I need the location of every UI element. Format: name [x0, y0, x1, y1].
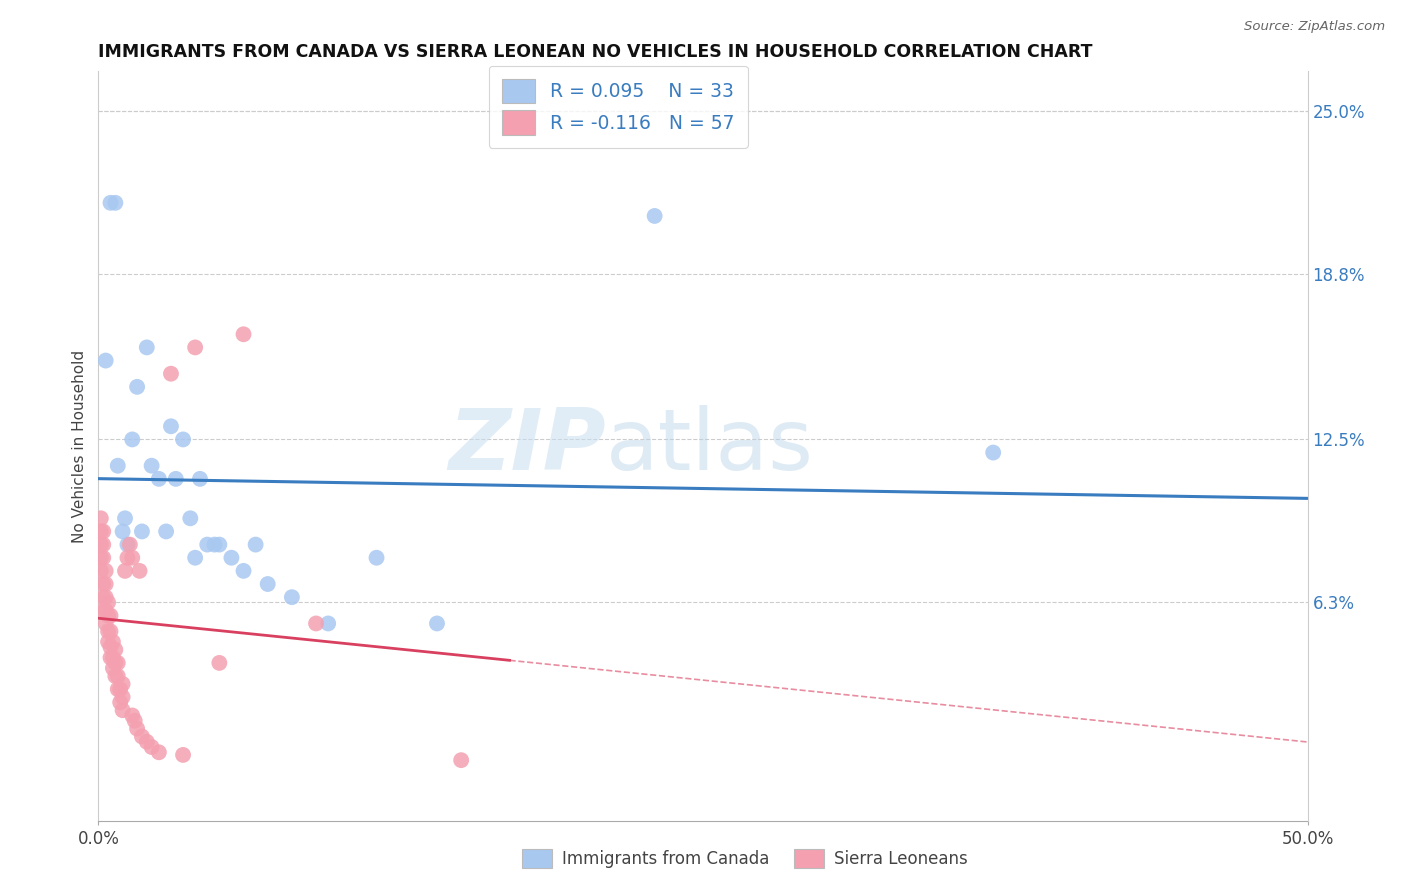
Text: Source: ZipAtlas.com: Source: ZipAtlas.com — [1244, 20, 1385, 33]
Point — [100, 624, 122, 639]
Point — [121, 550, 143, 565]
Point — [118, 538, 141, 552]
Point — [366, 550, 388, 565]
Point — [221, 550, 243, 565]
Point — [981, 445, 1004, 459]
Point — [232, 564, 254, 578]
Point — [165, 472, 187, 486]
Point — [100, 608, 122, 623]
Point — [195, 538, 218, 552]
Point — [94, 353, 117, 368]
Point — [104, 642, 127, 657]
Point — [91, 603, 114, 617]
Point — [91, 550, 114, 565]
Point — [135, 735, 157, 749]
Point — [107, 669, 129, 683]
Point — [90, 524, 112, 539]
Point — [107, 458, 129, 473]
Point — [114, 564, 136, 578]
Point — [94, 616, 117, 631]
Point — [104, 669, 127, 683]
Point — [94, 603, 117, 617]
Legend: Immigrants from Canada, Sierra Leoneans: Immigrants from Canada, Sierra Leoneans — [516, 842, 974, 875]
Point — [111, 690, 134, 704]
Point — [100, 195, 122, 210]
Point — [121, 708, 143, 723]
Point — [160, 367, 183, 381]
Point — [107, 656, 129, 670]
Point — [128, 564, 150, 578]
Point — [94, 577, 117, 591]
Point — [90, 538, 112, 552]
Point — [127, 722, 149, 736]
Point — [100, 650, 122, 665]
Point — [184, 550, 207, 565]
Point — [111, 524, 134, 539]
Text: ZIP: ZIP — [449, 404, 606, 488]
Text: atlas: atlas — [606, 404, 814, 488]
Point — [131, 524, 153, 539]
Point — [232, 327, 254, 342]
Point — [101, 635, 124, 649]
Point — [184, 340, 207, 354]
Point — [91, 538, 114, 552]
Point — [204, 538, 226, 552]
Point — [101, 661, 124, 675]
Point — [114, 511, 136, 525]
Point — [111, 677, 134, 691]
Point — [135, 340, 157, 354]
Point — [91, 524, 114, 539]
Point — [160, 419, 183, 434]
Point — [97, 608, 120, 623]
Point — [172, 747, 194, 762]
Point — [148, 745, 170, 759]
Point — [188, 472, 211, 486]
Point — [141, 458, 163, 473]
Point — [97, 635, 120, 649]
Point — [141, 739, 163, 754]
Point — [101, 650, 124, 665]
Point — [111, 703, 134, 717]
Point — [281, 590, 304, 604]
Point — [245, 538, 267, 552]
Point — [256, 577, 278, 591]
Point — [100, 640, 122, 654]
Point — [107, 682, 129, 697]
Point — [97, 624, 120, 639]
Point — [316, 616, 339, 631]
Point — [208, 538, 231, 552]
Point — [94, 590, 117, 604]
Point — [450, 753, 472, 767]
Point — [148, 472, 170, 486]
Point — [117, 550, 139, 565]
Point — [121, 433, 143, 447]
Point — [94, 564, 117, 578]
Point — [155, 524, 177, 539]
Point — [104, 656, 127, 670]
Text: IMMIGRANTS FROM CANADA VS SIERRA LEONEAN NO VEHICLES IN HOUSEHOLD CORRELATION CH: IMMIGRANTS FROM CANADA VS SIERRA LEONEAN… — [98, 44, 1092, 62]
Point — [97, 595, 120, 609]
Legend: R = 0.095    N = 33, R = -0.116   N = 57: R = 0.095 N = 33, R = -0.116 N = 57 — [489, 66, 748, 148]
Point — [172, 433, 194, 447]
Point — [91, 590, 114, 604]
Point — [117, 538, 139, 552]
Point — [90, 550, 112, 565]
Point — [90, 564, 112, 578]
Y-axis label: No Vehicles in Household: No Vehicles in Household — [72, 350, 87, 542]
Point — [90, 511, 112, 525]
Point — [104, 195, 127, 210]
Point — [305, 616, 328, 631]
Point — [131, 730, 153, 744]
Point — [426, 616, 449, 631]
Point — [108, 682, 131, 697]
Point — [108, 695, 131, 709]
Point — [124, 714, 146, 728]
Point — [127, 380, 149, 394]
Point — [91, 577, 114, 591]
Point — [644, 209, 666, 223]
Point — [208, 656, 231, 670]
Point — [179, 511, 201, 525]
